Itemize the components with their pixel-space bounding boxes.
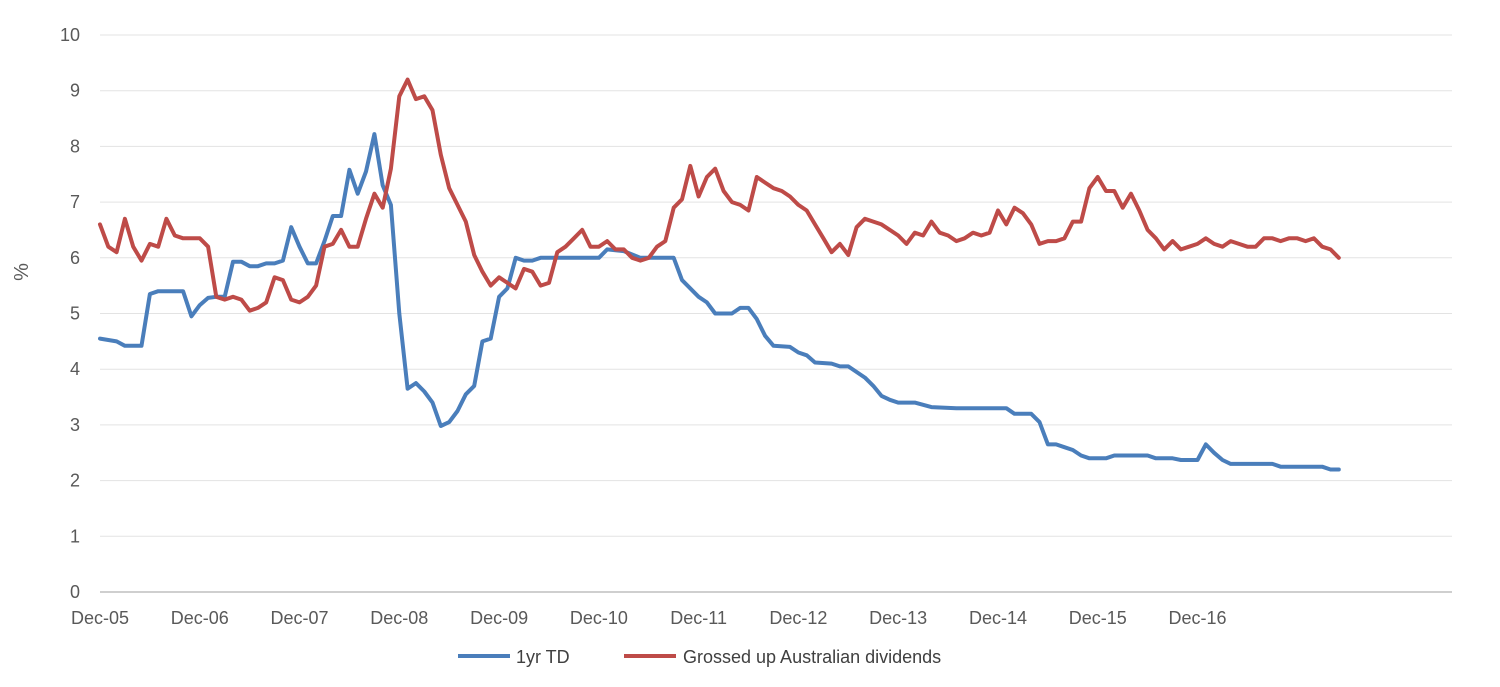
y-axis-tick-labels: 0 1 2 3 4 5 6 7 8 9 10 [60,25,80,602]
gridlines [100,34,1452,537]
series-line-grossed-up-dividends [98,77,1341,313]
x-tick-label: Dec-07 [271,608,329,628]
y-tick-label: 4 [70,359,80,379]
series-lines [98,77,1341,472]
y-tick-label: 8 [70,136,80,156]
y-tick-label: 7 [70,192,80,212]
x-tick-label: Dec-14 [969,608,1027,628]
legend: 1yr TD Grossed up Australian dividends [458,647,941,667]
x-tick-label: Dec-13 [869,608,927,628]
series-line-1yr-td [98,132,1341,472]
legend-label: 1yr TD [516,647,570,667]
x-tick-label: Dec-11 [670,608,727,628]
x-tick-label: Dec-15 [1069,608,1127,628]
x-tick-label: Dec-12 [769,608,827,628]
x-tick-label: Dec-10 [570,608,628,628]
x-tick-label: Dec-16 [1169,608,1227,628]
x-tick-label: Dec-06 [171,608,229,628]
y-tick-label: 10 [60,25,80,45]
x-tick-label: Dec-08 [370,608,428,628]
legend-label: Grossed up Australian dividends [683,647,941,667]
y-tick-label: 0 [70,582,80,602]
y-tick-label: 1 [70,526,80,546]
y-tick-label: 5 [70,304,80,324]
y-tick-label: 3 [70,415,80,435]
y-axis-title: % [11,263,33,281]
x-tick-label: Dec-09 [470,608,528,628]
x-axis-tick-labels: Dec-05 Dec-06 Dec-07 Dec-08 Dec-09 Dec-10 Dec-… [71,608,1227,628]
x-tick-label: Dec-05 [71,608,129,628]
y-tick-label: 6 [70,248,80,268]
y-tick-label: 9 [70,81,80,101]
y-tick-label: 2 [70,471,80,491]
